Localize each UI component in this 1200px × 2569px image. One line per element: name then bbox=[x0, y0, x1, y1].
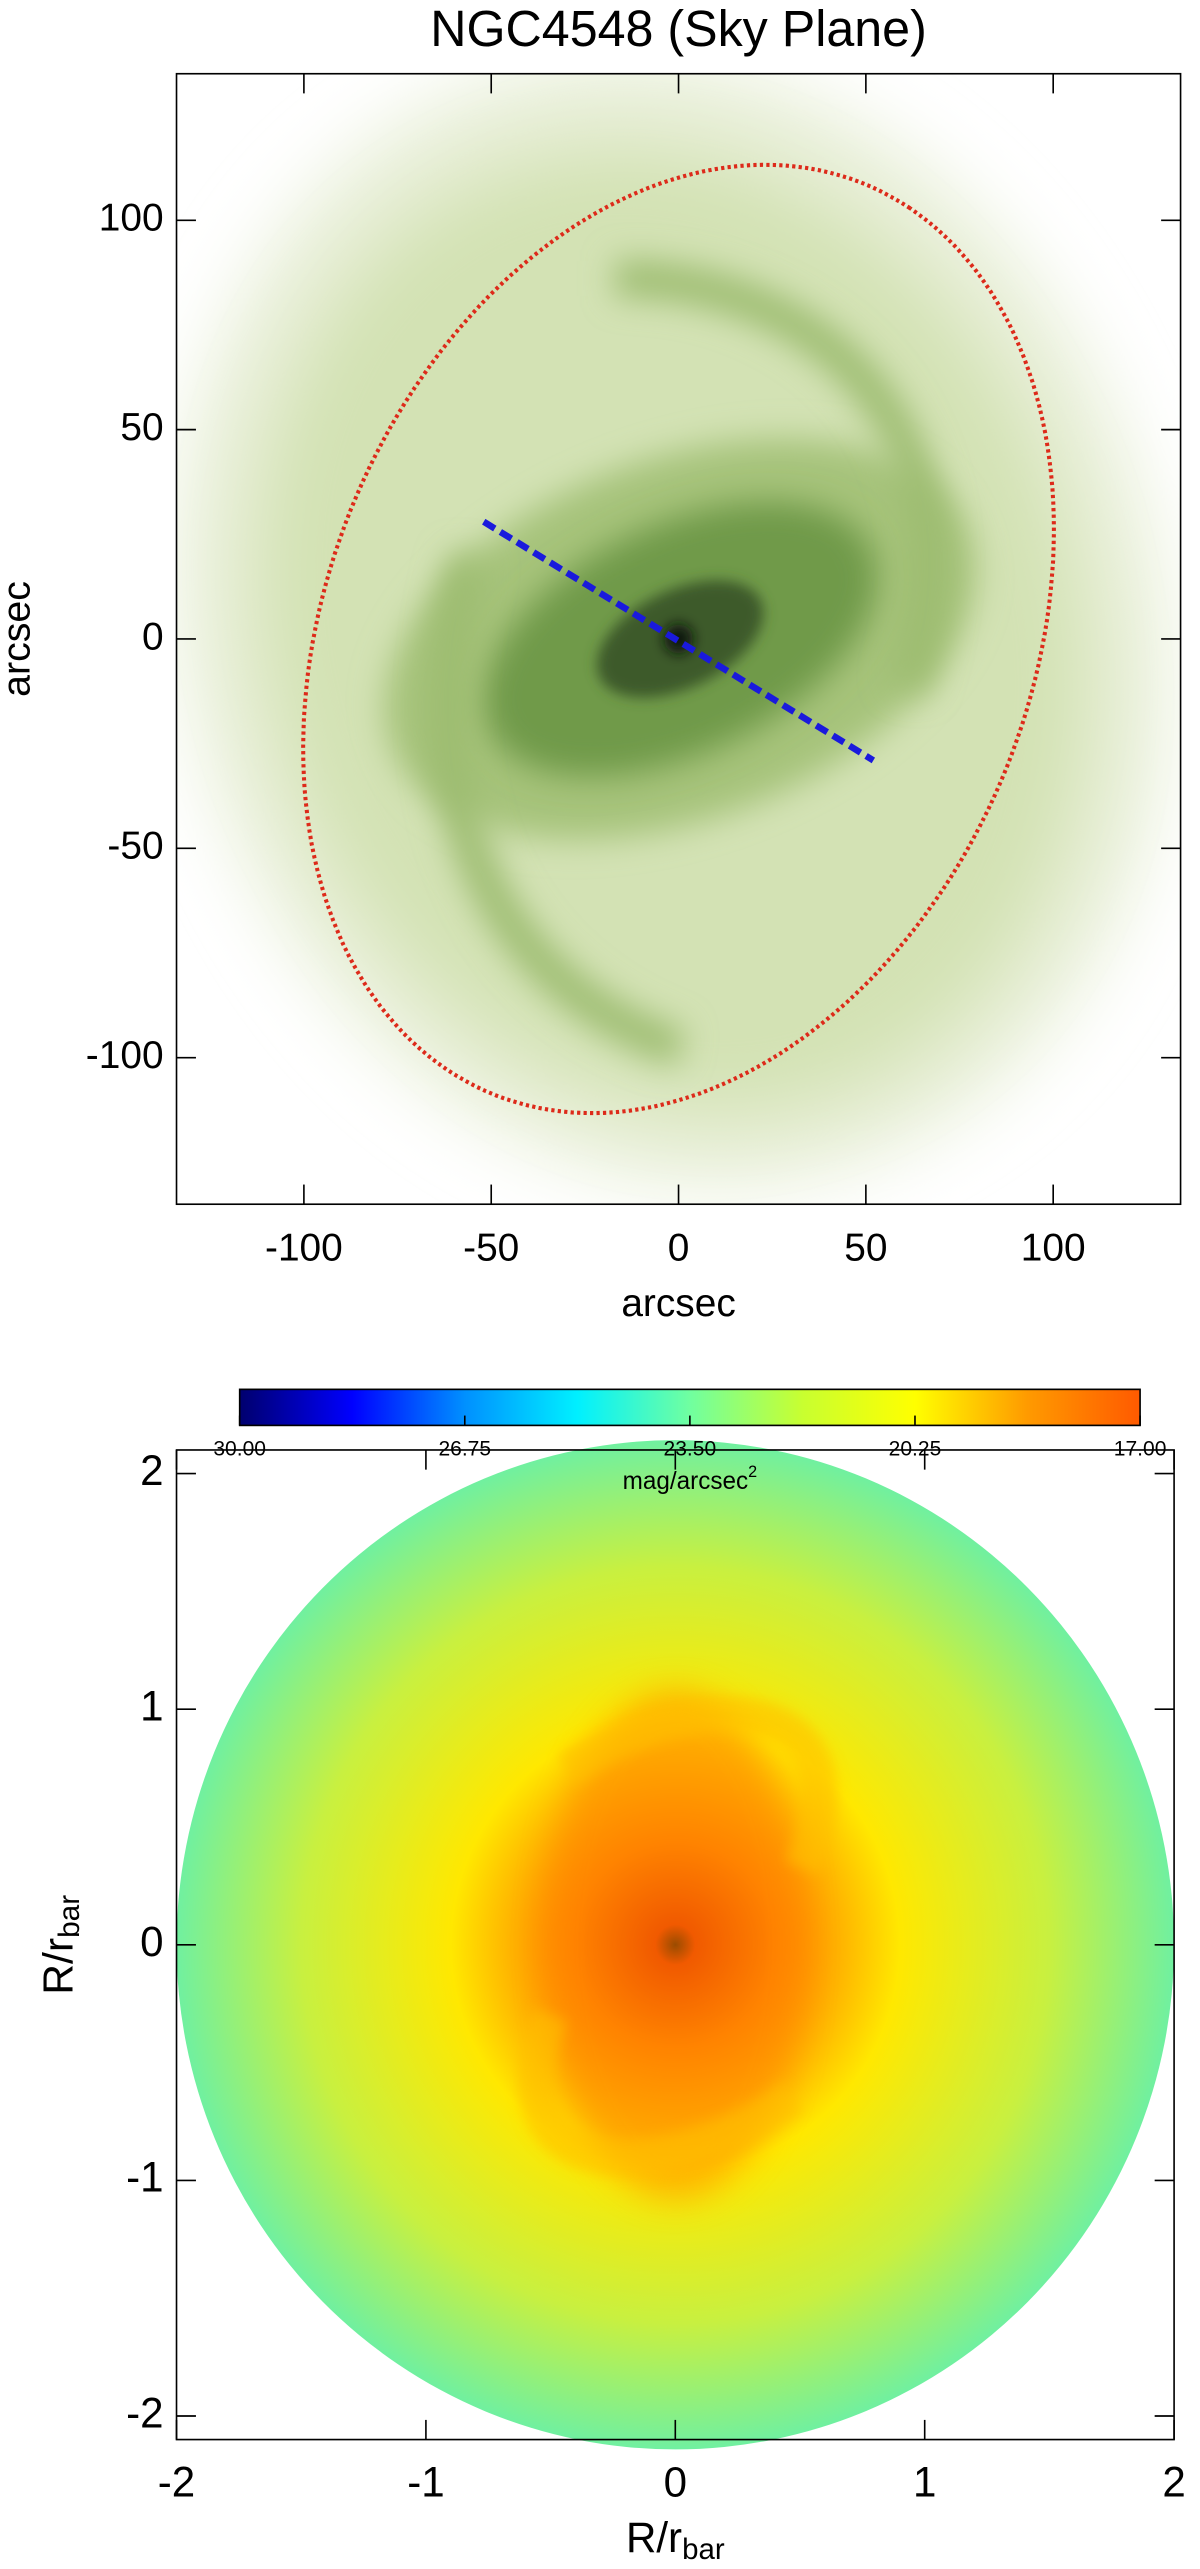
y-tick-label: -1 bbox=[126, 2153, 163, 2200]
y-tick-label: 50 bbox=[120, 406, 163, 449]
colorbar-tick-label: 17.00 bbox=[1114, 1437, 1167, 1460]
x-tick-label: -1 bbox=[407, 2458, 444, 2505]
x-axis-label-text: R/r bbox=[626, 2514, 682, 2561]
x-tick-label: 2 bbox=[1162, 2458, 1185, 2505]
y-tick-label: 100 bbox=[99, 196, 164, 239]
y-axis-label-text: arcsec bbox=[0, 581, 39, 697]
colorbar-label-text: mag/arcsec bbox=[623, 1468, 748, 1495]
bar-axis-line bbox=[482, 518, 876, 764]
y-axis-label-text: R/r bbox=[35, 1938, 82, 1995]
y-axis-label: arcsec bbox=[0, 581, 39, 697]
disk-ellipse bbox=[301, 162, 1056, 1116]
y-tick-label: -2 bbox=[126, 2389, 163, 2436]
colorbar-label-superscript: 2 bbox=[748, 1463, 757, 1481]
y-tick-label: -100 bbox=[86, 1034, 164, 1077]
x-axis-label: R/rbar bbox=[626, 2514, 725, 2566]
y-tick-label: 2 bbox=[140, 1447, 163, 1494]
x-tick-label: 1 bbox=[913, 2458, 936, 2505]
colorbar-tick-label: 26.75 bbox=[438, 1437, 491, 1460]
x-tick-label: -100 bbox=[265, 1226, 343, 1269]
y-axis-label-subscript: bar bbox=[53, 1895, 86, 1938]
y-tick-label: -50 bbox=[107, 825, 163, 868]
galaxy-image bbox=[176, 73, 1169, 1188]
x-axis-label: arcsec bbox=[621, 1282, 735, 1325]
x-tick-label: 100 bbox=[1021, 1226, 1086, 1269]
colorbar-tick-label: 20.25 bbox=[889, 1437, 942, 1460]
colorbar-label: mag/arcsec2 bbox=[623, 1463, 757, 1495]
colorbar-tick-label: 30.00 bbox=[213, 1437, 266, 1460]
x-tick-label: -50 bbox=[463, 1226, 519, 1269]
x-tick-label: 0 bbox=[668, 1226, 690, 1269]
disk-image bbox=[176, 1440, 1175, 2450]
chart-title: NGC4548 (Sky Plane) bbox=[430, 0, 927, 57]
y-axis-label: R/rbar bbox=[35, 1895, 86, 1995]
x-tick-label: 50 bbox=[844, 1226, 887, 1269]
x-axis-label-subscript: bar bbox=[682, 2533, 725, 2566]
colorbar-tick-label: 23.50 bbox=[664, 1437, 717, 1460]
x-tick-label: -2 bbox=[158, 2458, 195, 2505]
x-axis-label-text: arcsec bbox=[621, 1282, 735, 1325]
y-tick-label: 0 bbox=[142, 615, 164, 658]
y-tick-label: 1 bbox=[140, 1682, 163, 1729]
y-tick-label: 0 bbox=[140, 1918, 163, 1965]
x-tick-label: 0 bbox=[664, 2458, 687, 2505]
